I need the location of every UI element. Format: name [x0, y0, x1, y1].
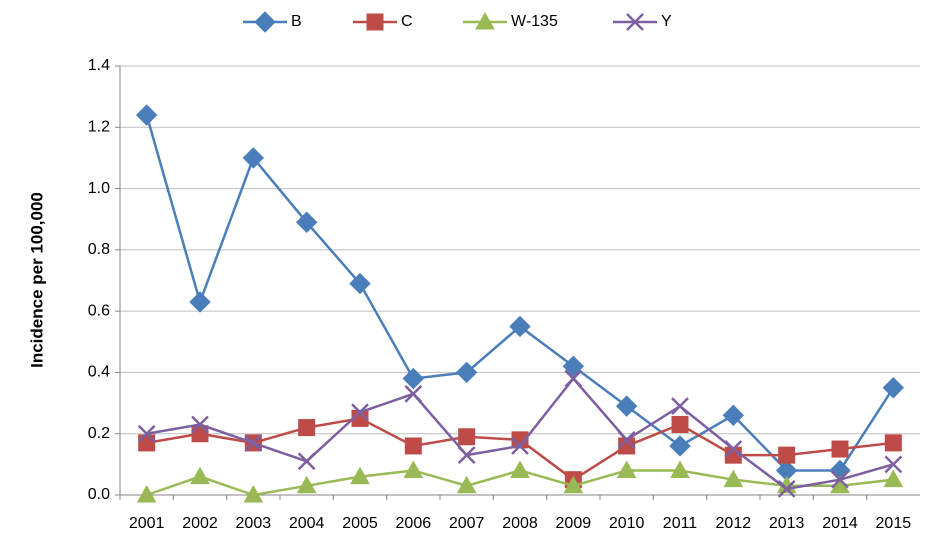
x-tick-label: 2009	[556, 515, 592, 532]
y-axis-title: Incidence per 100,000	[27, 192, 46, 368]
x-tick-label: 2001	[129, 515, 165, 532]
data-point	[191, 425, 209, 443]
data-point	[671, 397, 689, 416]
data-point	[458, 428, 476, 446]
x-tick-label: 2011	[663, 515, 698, 532]
data-point	[722, 404, 745, 427]
x-tick-label: 2010	[609, 515, 645, 532]
legend-marker	[626, 13, 644, 31]
x-tick-label: 2002	[182, 515, 218, 532]
legend-label: C	[401, 13, 413, 30]
data-point	[884, 455, 903, 474]
y-tick-label: 0.4	[88, 364, 110, 381]
data-point	[243, 484, 264, 503]
legend-marker	[366, 13, 384, 31]
legend-label: B	[291, 13, 302, 30]
data-point	[404, 384, 423, 403]
data-point	[563, 475, 584, 494]
data-point	[138, 434, 156, 452]
data-point	[617, 430, 636, 449]
data-point	[511, 431, 529, 449]
data-point	[403, 460, 424, 478]
data-point	[511, 437, 529, 455]
data-point	[137, 424, 156, 443]
y-tick-label: 0.8	[88, 241, 110, 258]
y-tick-label: 1.0	[88, 180, 110, 197]
x-tick-label: 2015	[876, 515, 912, 532]
data-point	[831, 440, 849, 458]
data-point	[351, 403, 369, 422]
data-point	[297, 452, 316, 471]
legend-label: Y	[661, 13, 672, 30]
series-line	[145, 114, 895, 472]
x-tick-label: 2008	[502, 515, 538, 532]
data-point	[296, 475, 317, 494]
legend-marker	[475, 11, 495, 30]
x-tick-label: 2004	[289, 515, 325, 532]
data-point	[671, 416, 689, 434]
data-point	[509, 315, 531, 338]
data-point	[244, 434, 263, 452]
data-point	[723, 469, 744, 488]
data-point	[883, 469, 904, 488]
data-point	[404, 437, 422, 455]
data-point	[777, 479, 796, 498]
data-point	[242, 147, 265, 169]
data-point	[402, 367, 425, 390]
data-point	[778, 446, 796, 464]
y-tick-label: 0.0	[88, 486, 110, 503]
data-point	[456, 475, 477, 494]
data-point	[349, 272, 371, 295]
y-tick-label: 1.2	[88, 119, 110, 136]
data-point	[457, 446, 476, 465]
y-tick-label: 0.2	[88, 425, 110, 442]
x-tick-label: 2006	[396, 515, 432, 532]
x-tick-label: 2005	[342, 515, 378, 532]
x-tick-label: 2013	[769, 515, 805, 532]
data-point	[298, 419, 316, 437]
data-point	[189, 291, 211, 313]
data-point	[615, 395, 638, 417]
data-point	[455, 361, 478, 384]
data-point	[350, 466, 370, 485]
data-point	[510, 460, 530, 478]
data-point	[136, 484, 157, 503]
x-tick-label: 2007	[449, 515, 485, 532]
data-point	[831, 470, 849, 489]
data-point	[562, 355, 585, 378]
data-point	[616, 460, 637, 478]
data-point	[669, 435, 691, 457]
legend-label: W-135	[511, 13, 558, 30]
data-point	[884, 434, 902, 452]
data-point	[295, 211, 318, 233]
data-point	[135, 104, 158, 126]
y-tick-label: 1.4	[88, 57, 110, 74]
data-point	[191, 415, 209, 434]
data-point	[564, 369, 583, 388]
x-tick-label: 2014	[822, 515, 858, 532]
data-point	[882, 377, 905, 399]
legend-marker	[254, 11, 276, 33]
y-tick-label: 0.6	[88, 302, 110, 319]
x-tick-label: 2003	[236, 515, 272, 532]
data-point	[724, 440, 743, 458]
x-tick-label: 2012	[716, 515, 752, 532]
data-point	[670, 460, 690, 478]
data-point	[190, 466, 210, 485]
